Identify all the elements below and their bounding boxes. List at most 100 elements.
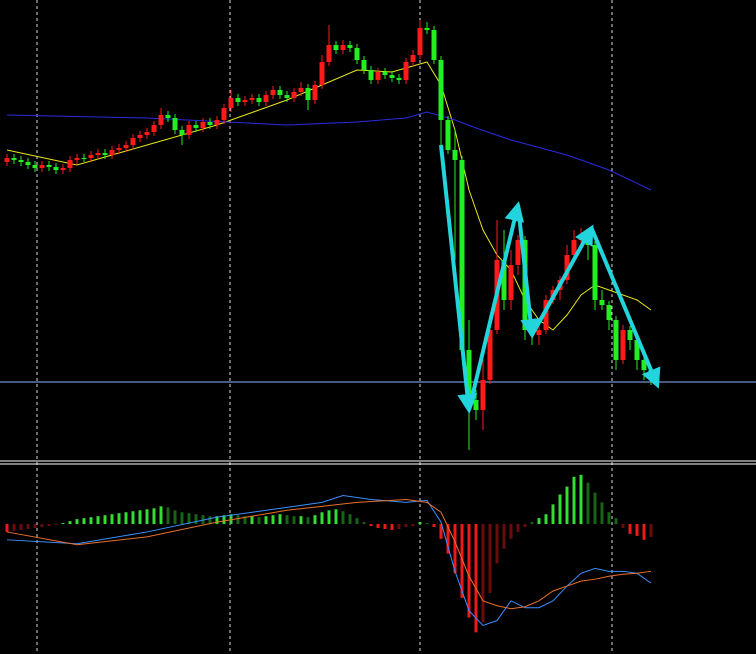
histogram-bar bbox=[383, 524, 387, 529]
candle-body bbox=[137, 135, 143, 138]
histogram-bar bbox=[257, 517, 261, 525]
histogram-bar bbox=[61, 523, 65, 525]
histogram-bar bbox=[390, 524, 394, 530]
candle-body bbox=[571, 240, 577, 255]
histogram-bar bbox=[159, 506, 163, 525]
histogram-bar bbox=[313, 515, 317, 525]
histogram-bar bbox=[320, 512, 324, 525]
histogram-bar bbox=[194, 514, 198, 525]
candle-body bbox=[67, 160, 73, 168]
candle-body bbox=[452, 150, 458, 160]
histogram-bar bbox=[502, 524, 506, 549]
histogram-bar bbox=[187, 513, 191, 525]
histogram-bar bbox=[47, 524, 51, 527]
candle-body bbox=[326, 45, 332, 62]
candle-body bbox=[466, 350, 472, 400]
candle-body bbox=[193, 125, 199, 128]
candle-body bbox=[473, 400, 479, 410]
histogram-bar bbox=[600, 502, 604, 525]
candle-body bbox=[508, 265, 514, 300]
candle-body bbox=[599, 300, 605, 305]
histogram-bar bbox=[180, 512, 184, 525]
candle-body bbox=[284, 95, 290, 98]
candle-body bbox=[634, 340, 640, 360]
histogram-bar bbox=[138, 510, 142, 525]
histogram-bar bbox=[215, 516, 219, 525]
histogram-bar bbox=[607, 512, 611, 525]
histogram-bar bbox=[362, 522, 366, 525]
candle-body bbox=[410, 55, 416, 62]
candle-body bbox=[116, 148, 122, 150]
candle-body bbox=[459, 160, 465, 350]
histogram-bar bbox=[481, 524, 485, 623]
candle-body bbox=[312, 85, 318, 100]
histogram-bar bbox=[404, 524, 408, 528]
histogram-bar bbox=[124, 512, 128, 525]
histogram-bar bbox=[117, 513, 121, 525]
histogram-bar bbox=[131, 511, 135, 525]
histogram-bar bbox=[467, 524, 471, 618]
histogram-bar bbox=[432, 524, 436, 528]
candle-body bbox=[179, 130, 185, 135]
candle-body bbox=[81, 158, 87, 159]
histogram-bar bbox=[642, 524, 646, 540]
histogram-bar bbox=[523, 524, 527, 528]
candle-body bbox=[4, 158, 10, 162]
candle-body bbox=[158, 115, 164, 125]
histogram-bar bbox=[285, 515, 289, 525]
candle-body bbox=[480, 380, 486, 410]
histogram-bar bbox=[327, 510, 331, 525]
candle-body bbox=[130, 138, 136, 145]
trend-arrow bbox=[589, 227, 661, 389]
histogram-bar bbox=[229, 514, 233, 525]
histogram-bar bbox=[516, 524, 520, 532]
candle-body bbox=[354, 48, 360, 60]
candle-body bbox=[347, 45, 353, 48]
histogram-bar bbox=[250, 516, 254, 525]
histogram-bar bbox=[628, 524, 632, 534]
macd-line bbox=[6, 498, 652, 610]
candle-body bbox=[613, 320, 619, 360]
histogram-bar bbox=[418, 522, 422, 525]
candle-body bbox=[627, 330, 633, 340]
candle-body bbox=[123, 145, 129, 148]
candle-body bbox=[74, 158, 80, 160]
histogram-bar bbox=[565, 486, 569, 525]
histogram-bar bbox=[68, 521, 72, 525]
histogram-bar bbox=[425, 523, 429, 525]
trend-arrow bbox=[530, 224, 594, 336]
trend-arrow bbox=[516, 204, 541, 339]
candle-body bbox=[368, 70, 374, 80]
histogram-bar bbox=[96, 516, 100, 525]
candle-body bbox=[438, 60, 444, 120]
histogram-bar bbox=[82, 518, 86, 525]
trend-arrow bbox=[439, 144, 478, 414]
histogram-bar bbox=[306, 517, 310, 525]
candle-body bbox=[340, 45, 346, 50]
histogram-bar bbox=[537, 518, 541, 525]
candle-body bbox=[424, 28, 430, 30]
histogram-bar bbox=[89, 517, 93, 525]
histogram-bar bbox=[593, 492, 597, 525]
histogram-bar bbox=[411, 524, 415, 527]
histogram-bar bbox=[110, 514, 114, 525]
candle-body bbox=[144, 132, 150, 135]
candle-body bbox=[403, 62, 409, 80]
candle-body bbox=[417, 28, 423, 55]
histogram-bar bbox=[278, 514, 282, 525]
histogram-bar bbox=[103, 515, 107, 525]
vertical-grid bbox=[36, 0, 613, 654]
candle-body bbox=[221, 108, 227, 120]
histogram-bar bbox=[460, 524, 464, 598]
candle-body bbox=[60, 168, 66, 170]
histogram-bar bbox=[348, 514, 352, 525]
candle-body bbox=[543, 300, 549, 330]
candle-body bbox=[32, 165, 38, 168]
candle-body bbox=[606, 305, 612, 320]
histogram-bar bbox=[453, 524, 457, 574]
candle-body bbox=[291, 92, 297, 98]
histogram-bar bbox=[614, 518, 618, 525]
candle-body bbox=[536, 330, 542, 335]
candle-body bbox=[620, 330, 626, 360]
